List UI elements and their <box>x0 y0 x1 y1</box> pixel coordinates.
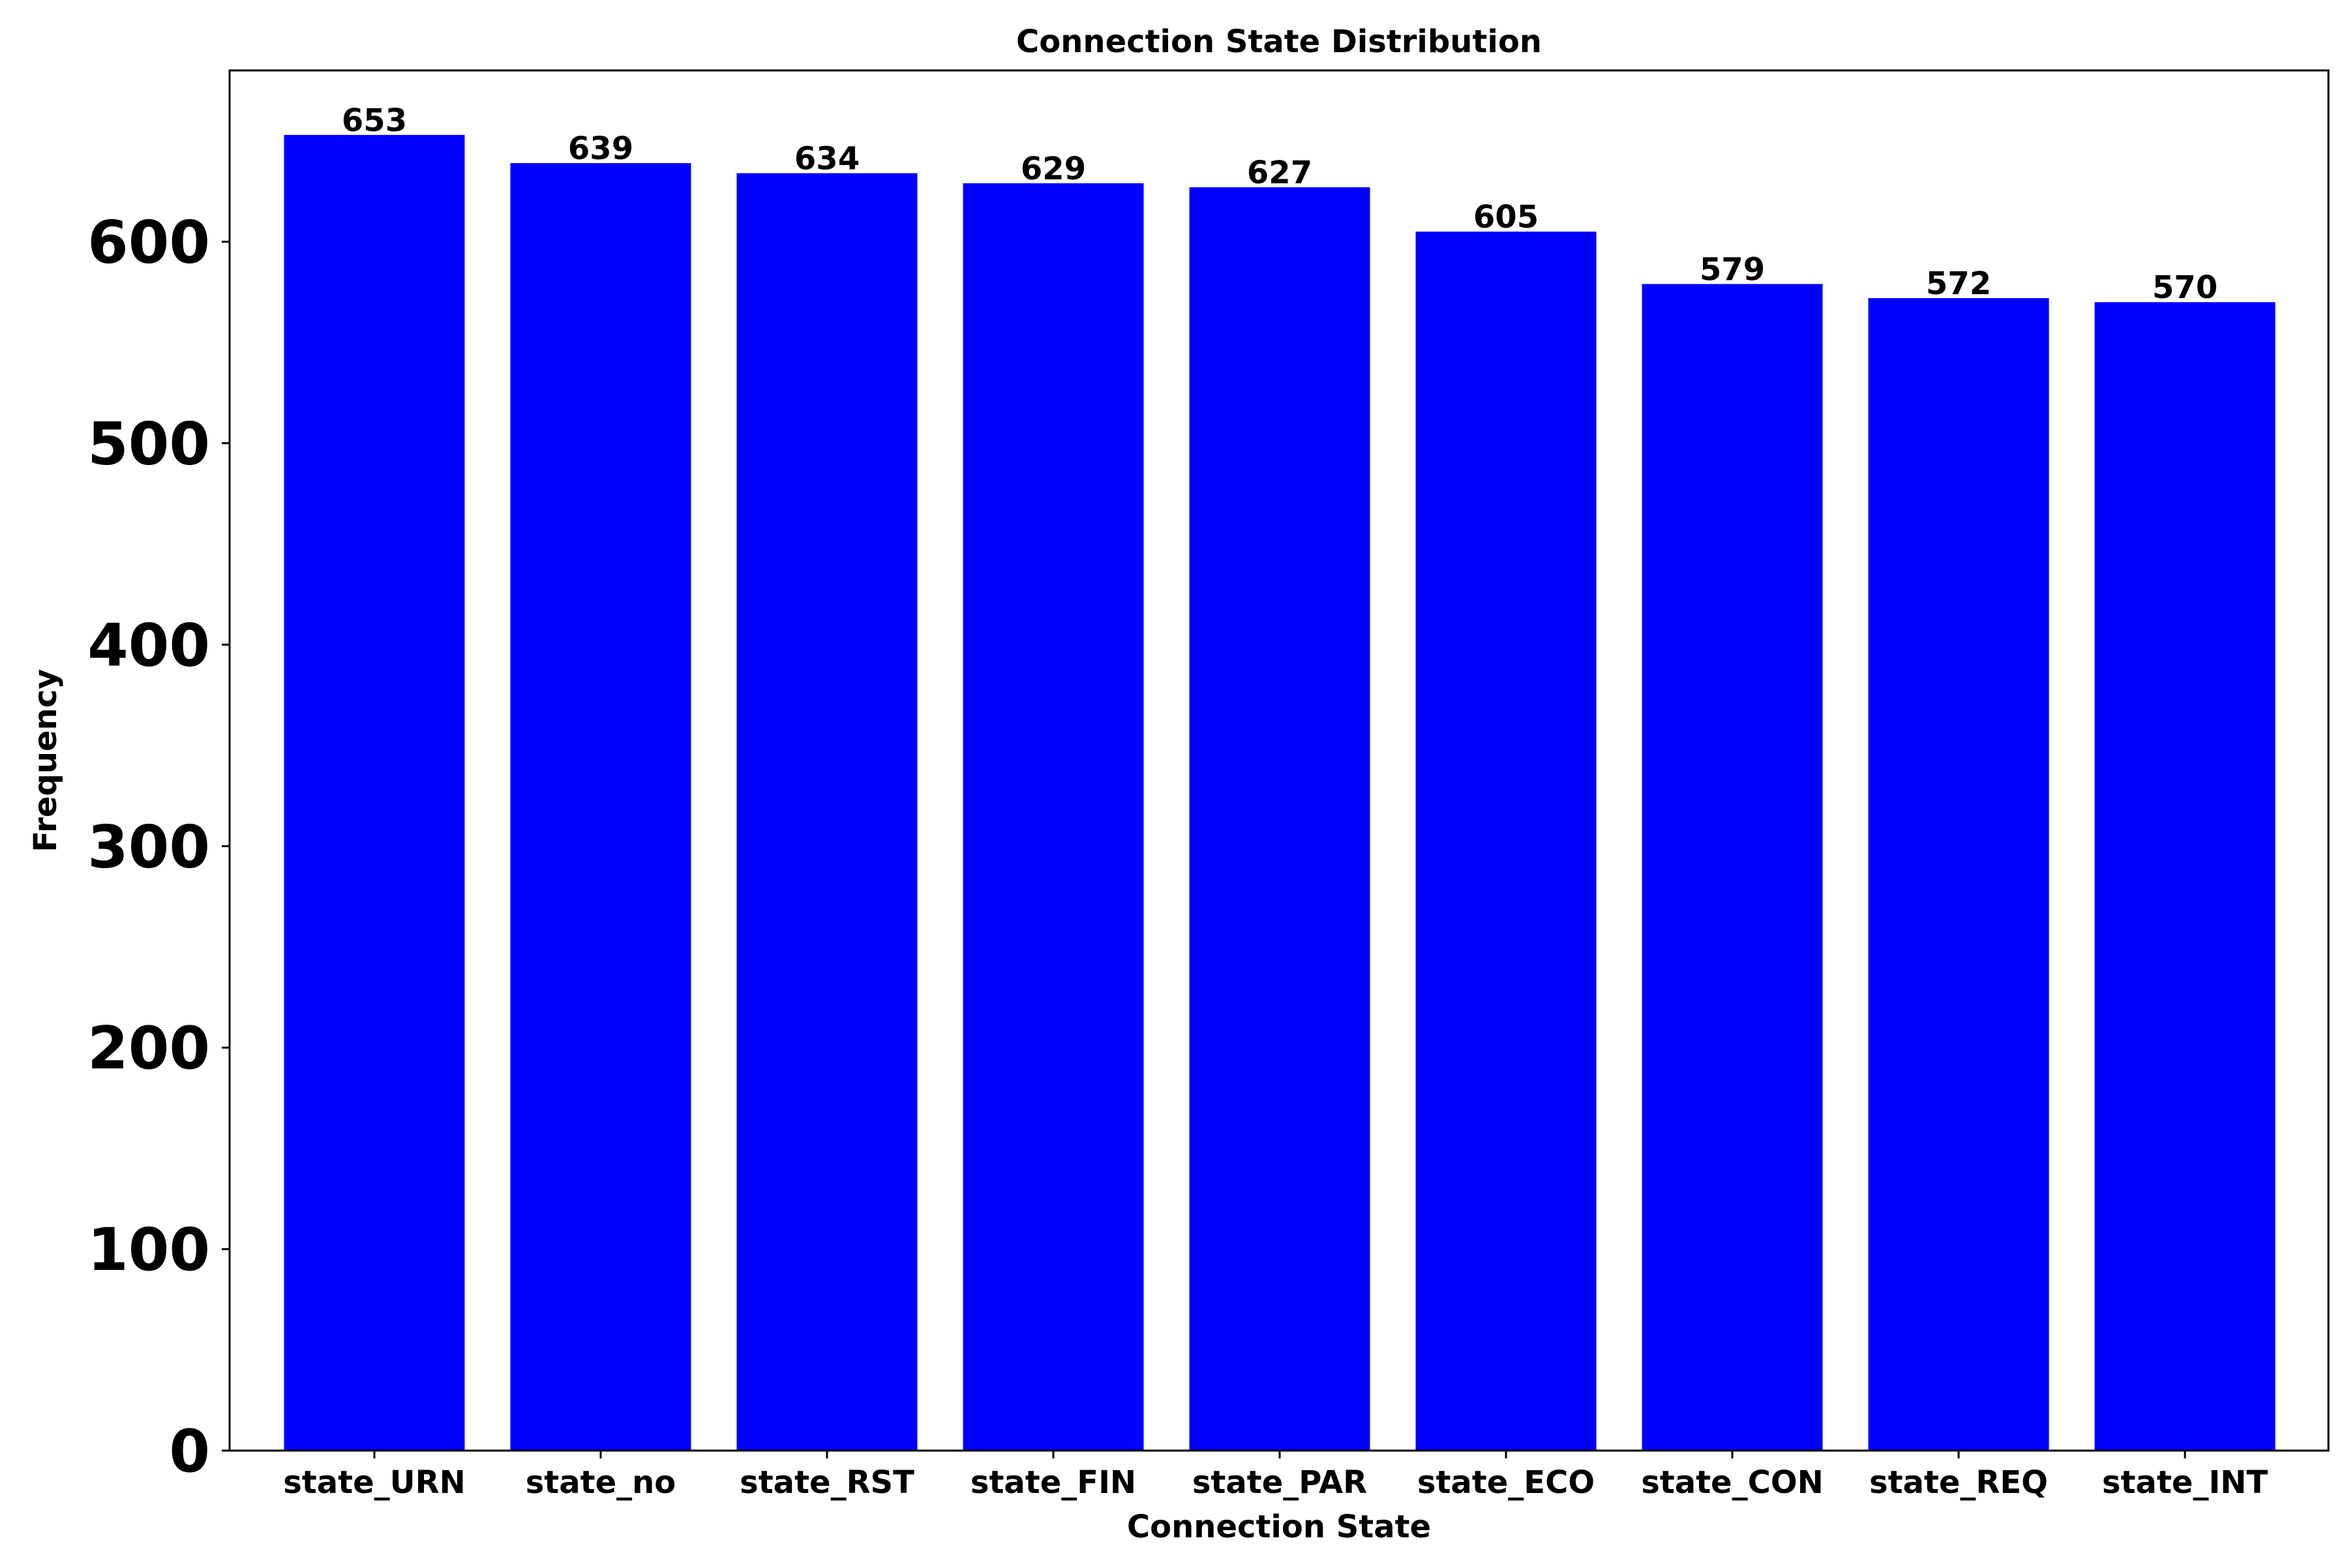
y-tick-label: 400 <box>87 611 210 680</box>
x-tick-label: state_ECO <box>1417 1464 1595 1501</box>
y-tick-label: 0 <box>169 1417 210 1486</box>
x-tick-label: state_REQ <box>1869 1464 2048 1501</box>
bar-value-labels: 653 639 634 629 627 605 579 572 570 <box>342 102 2218 306</box>
x-tick-label: state_no <box>526 1464 676 1501</box>
bar-value-label: 579 <box>1700 251 1765 288</box>
bar-value-label: 605 <box>1473 199 1539 235</box>
x-tick-label: state_URN <box>283 1464 466 1501</box>
bar <box>510 163 691 1451</box>
bar <box>1642 284 1823 1451</box>
bars-layer <box>284 134 2276 1451</box>
y-tick-label: 300 <box>87 813 210 881</box>
x-axis: state_URN state_no state_RST state_FIN state… <box>283 1451 2268 1501</box>
bar-value-label: 629 <box>1021 151 1086 187</box>
y-tick-label: 100 <box>87 1216 210 1284</box>
x-tick-label: state_PAR <box>1192 1464 1367 1501</box>
bar <box>1415 232 1597 1451</box>
y-tick-label: 600 <box>87 209 210 277</box>
y-axis-label: Frequency <box>27 669 64 852</box>
bar-value-label: 570 <box>2152 269 2218 306</box>
bar <box>1868 298 2049 1451</box>
x-tick-label: state_FIN <box>971 1464 1136 1501</box>
bar-value-label: 634 <box>794 141 860 177</box>
plot-frame <box>228 69 2330 1452</box>
bar <box>284 134 465 1451</box>
x-tick-label: state_RST <box>740 1464 914 1501</box>
chart-title: Connection State Distribution <box>1016 23 1542 60</box>
bar-value-label: 572 <box>1926 265 1991 302</box>
y-tick-label: 200 <box>87 1014 210 1083</box>
bar-value-label: 639 <box>568 130 633 167</box>
bar-value-label: 627 <box>1247 155 1312 191</box>
y-axis: 0 100 200 300 400 500 600 <box>87 209 230 1486</box>
bar-value-label: 653 <box>342 102 407 139</box>
x-tick-label: state_INT <box>2102 1464 2268 1501</box>
x-tick-label: state_CON <box>1641 1464 1824 1501</box>
x-axis-label: Connection State <box>1127 1509 1431 1545</box>
bar <box>1189 187 1370 1451</box>
bar <box>2094 302 2276 1451</box>
bar <box>736 173 918 1451</box>
y-tick-label: 500 <box>87 410 210 478</box>
bar <box>963 183 1144 1451</box>
